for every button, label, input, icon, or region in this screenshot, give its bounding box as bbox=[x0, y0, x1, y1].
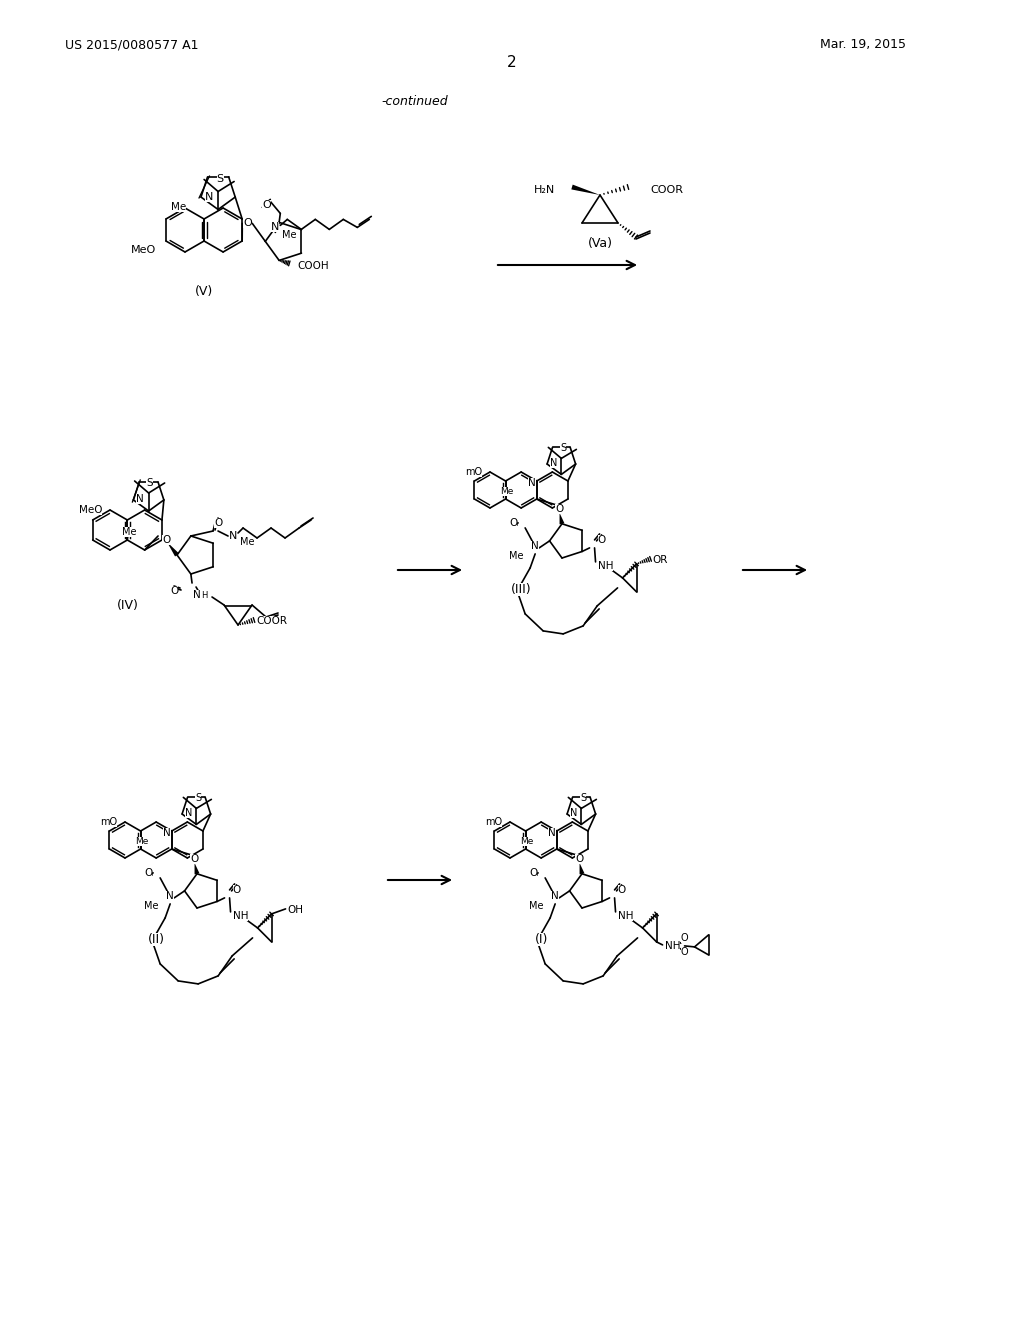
Text: N: N bbox=[271, 222, 280, 232]
Text: (IV): (IV) bbox=[117, 599, 138, 612]
Text: O: O bbox=[598, 535, 606, 545]
Text: S: S bbox=[580, 793, 586, 804]
Text: (I): (I) bbox=[535, 932, 548, 945]
Text: (III): (III) bbox=[511, 582, 531, 595]
Text: S: S bbox=[146, 478, 153, 488]
Text: Me: Me bbox=[171, 202, 186, 213]
Text: NH: NH bbox=[232, 911, 248, 921]
Text: Me: Me bbox=[135, 837, 148, 846]
Text: N: N bbox=[185, 808, 193, 818]
Text: N: N bbox=[531, 541, 539, 550]
Text: MeO: MeO bbox=[131, 244, 157, 255]
Text: Mar. 19, 2015: Mar. 19, 2015 bbox=[820, 38, 906, 51]
Text: H: H bbox=[201, 590, 207, 599]
Text: Me: Me bbox=[520, 837, 534, 846]
Text: OH: OH bbox=[288, 906, 303, 915]
Text: Me: Me bbox=[528, 900, 543, 911]
Text: N: N bbox=[550, 458, 557, 469]
Text: N: N bbox=[548, 828, 556, 838]
Text: O: O bbox=[262, 201, 270, 210]
Text: (II): (II) bbox=[147, 932, 165, 945]
Text: mO: mO bbox=[485, 817, 502, 828]
Text: N: N bbox=[551, 891, 559, 900]
Text: H₂N: H₂N bbox=[534, 185, 555, 195]
Text: Me: Me bbox=[240, 537, 254, 546]
Text: (Va): (Va) bbox=[588, 236, 612, 249]
Text: COOR: COOR bbox=[650, 185, 683, 195]
Text: 2: 2 bbox=[507, 55, 517, 70]
Text: O: O bbox=[243, 218, 252, 228]
Text: N: N bbox=[194, 590, 201, 601]
Text: COOR: COOR bbox=[256, 616, 287, 626]
Text: Me: Me bbox=[500, 487, 513, 495]
Text: O: O bbox=[162, 535, 170, 545]
Text: Me: Me bbox=[282, 231, 297, 240]
Text: N: N bbox=[528, 478, 536, 488]
Text: N: N bbox=[136, 494, 144, 504]
Text: MeO: MeO bbox=[79, 506, 102, 515]
Text: O: O bbox=[681, 946, 688, 957]
Text: OR: OR bbox=[652, 554, 668, 565]
Text: O: O bbox=[681, 933, 688, 942]
Text: Me: Me bbox=[143, 900, 158, 911]
Text: O: O bbox=[190, 854, 199, 863]
Text: -continued: -continued bbox=[382, 95, 449, 108]
Text: O: O bbox=[509, 517, 517, 528]
Text: mO: mO bbox=[100, 817, 117, 828]
Text: Me: Me bbox=[509, 550, 523, 561]
Text: N: N bbox=[163, 828, 171, 838]
Text: COOH: COOH bbox=[297, 261, 329, 272]
Text: mO: mO bbox=[465, 467, 482, 477]
Text: O: O bbox=[214, 517, 222, 528]
Text: O: O bbox=[555, 504, 563, 513]
Polygon shape bbox=[167, 543, 179, 557]
Text: O: O bbox=[170, 586, 178, 597]
Text: N: N bbox=[205, 193, 213, 202]
Text: N: N bbox=[228, 531, 238, 541]
Text: N: N bbox=[570, 808, 578, 818]
Text: O: O bbox=[232, 884, 241, 895]
Polygon shape bbox=[571, 185, 600, 195]
Text: O: O bbox=[617, 884, 626, 895]
Text: N: N bbox=[166, 891, 174, 900]
Text: O: O bbox=[144, 869, 153, 878]
Text: US 2015/0080577 A1: US 2015/0080577 A1 bbox=[65, 38, 199, 51]
Text: Me: Me bbox=[122, 527, 136, 537]
Text: S: S bbox=[216, 174, 223, 183]
Polygon shape bbox=[559, 513, 564, 524]
Text: NH: NH bbox=[617, 911, 633, 921]
Text: S: S bbox=[195, 793, 201, 804]
Text: O: O bbox=[575, 854, 584, 863]
Polygon shape bbox=[195, 863, 200, 874]
Text: (V): (V) bbox=[195, 285, 213, 298]
Text: O: O bbox=[529, 869, 538, 878]
Text: NH: NH bbox=[598, 561, 613, 570]
Text: S: S bbox=[560, 444, 566, 453]
Text: NH: NH bbox=[665, 941, 680, 950]
Polygon shape bbox=[580, 863, 585, 874]
